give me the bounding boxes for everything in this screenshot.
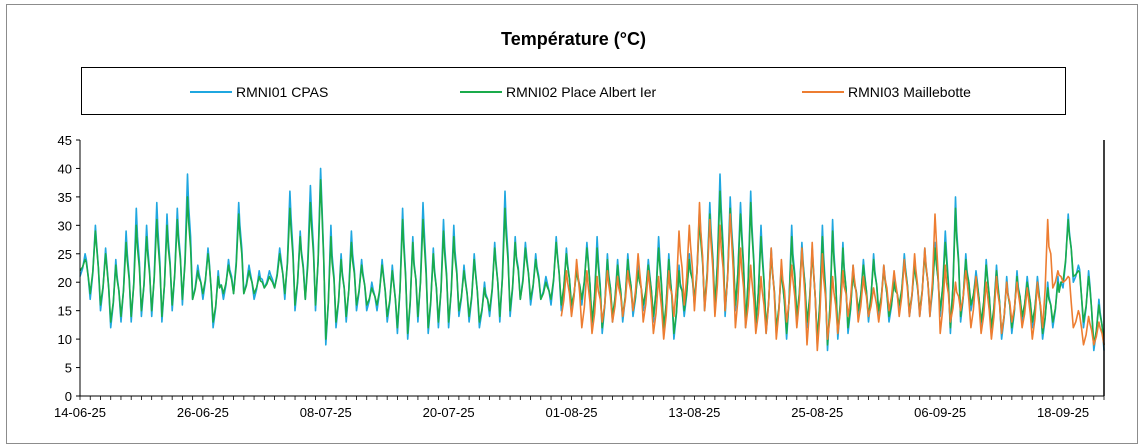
y-tick-label: 0 bbox=[65, 389, 72, 404]
legend-swatch-rmni02 bbox=[460, 91, 502, 93]
legend-swatch-rmni03 bbox=[802, 91, 844, 93]
legend-item-rmni01: RMNI01 CPAS bbox=[190, 83, 328, 101]
y-tick-label: 5 bbox=[65, 361, 72, 376]
y-tick-label: 35 bbox=[58, 190, 72, 205]
legend-label-rmni03: RMNI03 Maillebotte bbox=[848, 84, 971, 100]
y-tick-label: 40 bbox=[58, 161, 72, 176]
legend-label-rmni02: RMNI02 Place Albert Ier bbox=[506, 84, 657, 100]
y-tick-label: 20 bbox=[58, 275, 72, 290]
legend-label-rmni01: RMNI01 CPAS bbox=[236, 84, 329, 100]
y-tick-label: 30 bbox=[58, 218, 72, 233]
x-tick-label: 20-07-25 bbox=[423, 405, 475, 420]
y-tick-label: 25 bbox=[58, 247, 72, 262]
chart-title: Température (°C) bbox=[501, 29, 646, 49]
legend-item-rmni03: RMNI03 Maillebotte bbox=[802, 83, 971, 101]
plot-area: 0 5 10 15 20 25 30 35 40 45 14-06-25 26-06-25 08-07-… bbox=[54, 133, 1105, 420]
y-tick-label: 45 bbox=[58, 133, 72, 148]
x-tick-label: 25-08-25 bbox=[791, 405, 843, 420]
x-tick-label: 08-07-25 bbox=[300, 405, 352, 420]
x-tick-label: 14-06-25 bbox=[54, 405, 106, 420]
legend-swatch-rmni01 bbox=[190, 91, 232, 93]
x-tick-label: 06-09-25 bbox=[914, 405, 966, 420]
x-tick-label: 01-08-25 bbox=[545, 405, 597, 420]
x-tick-label: 13-08-25 bbox=[668, 405, 720, 420]
series-line-3 bbox=[560, 201, 1105, 352]
legend-item-rmni02: RMNI02 Place Albert Ier bbox=[460, 83, 656, 101]
y-tick-label: 15 bbox=[58, 304, 72, 319]
x-tick-label: 26-06-25 bbox=[177, 405, 229, 420]
legend: RMNI01 CPAS RMNI02 Place Albert Ier RMNI… bbox=[81, 67, 1066, 115]
y-tick-label: 10 bbox=[58, 332, 72, 347]
x-tick-label: 18-09-25 bbox=[1037, 405, 1089, 420]
